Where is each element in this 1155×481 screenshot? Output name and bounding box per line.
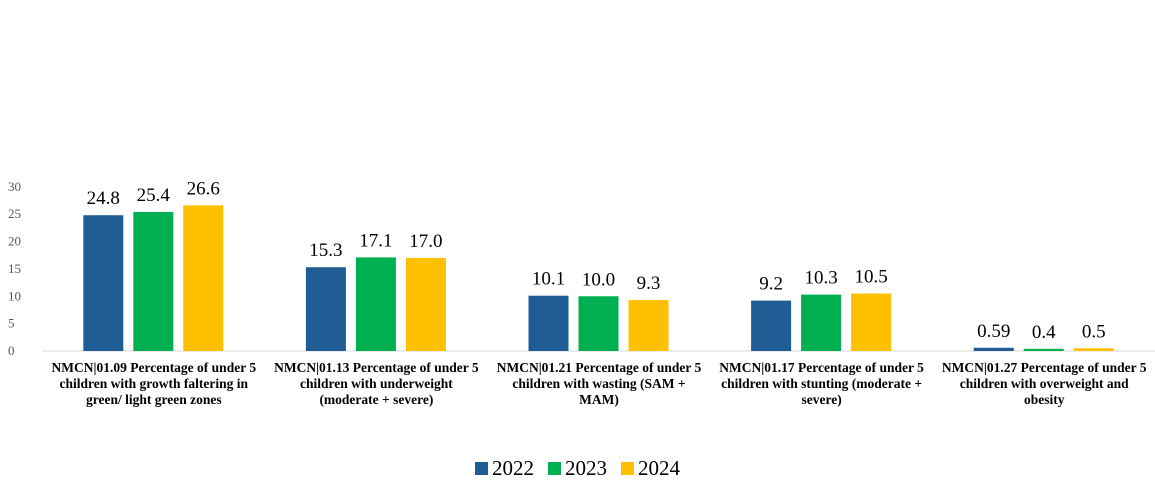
data-label-2024-cat-3: 9.3 (637, 273, 661, 294)
bar-2023-cat-2 (355, 257, 396, 351)
data-label-2023-cat-3: 10.0 (582, 269, 615, 290)
legend-label-2023: 2023 (565, 456, 607, 480)
y-tick-label: 0 (8, 343, 15, 358)
y-tick-label: 10 (8, 288, 21, 303)
category-label-2: NMCN|01.13 Percentage of under 5 childre… (274, 360, 479, 407)
data-label-2024-cat-5: 0.5 (1082, 321, 1106, 342)
bar-2022-cat-2 (305, 267, 346, 351)
y-axis-ticks: 0 5 10 15 20 25 30 (8, 179, 21, 358)
bar-2024-cat-2 (405, 257, 446, 351)
data-label-2022-cat-4: 9.2 (759, 274, 783, 295)
data-label-2023-cat-4: 10.3 (804, 268, 837, 289)
bar-2024-cat-1 (183, 205, 224, 351)
y-tick-label: 30 (8, 179, 21, 194)
bar-2022-cat-3 (528, 295, 569, 351)
data-label-2022-cat-1: 24.8 (87, 188, 120, 209)
category-label-4: NMCN|01.17 Percentage of under 5 childre… (719, 360, 924, 407)
data-label-2023-cat-1: 25.4 (137, 185, 171, 206)
legend-item-2023: 2023 (548, 456, 607, 481)
bar-2024-cat-5 (1073, 348, 1114, 351)
category-label-1: NMCN|01.09 Percentage of under 5 childre… (51, 360, 257, 407)
y-tick-label: 5 (8, 316, 15, 331)
legend-item-2022: 2022 (475, 456, 534, 481)
y-tick-label: 25 (8, 206, 21, 221)
data-label-2024-cat-4: 10.5 (854, 267, 887, 288)
data-label-2022-cat-2: 15.3 (309, 240, 342, 261)
legend: 2022 2023 2024 (0, 456, 1155, 481)
bar-2022-cat-1 (83, 215, 124, 351)
bar-2023-cat-3 (578, 296, 619, 351)
legend-swatch-2022 (475, 462, 488, 475)
bar-series (83, 205, 1114, 351)
bar-2022-cat-5 (973, 347, 1014, 351)
legend-label-2024: 2024 (638, 456, 680, 480)
legend-label-2022: 2022 (492, 456, 534, 480)
category-label-5: NMCN|01.27 Percentage of under 5 childre… (941, 360, 1147, 407)
category-label-3: NMCN|01.21 Percentage of under 5 childre… (496, 360, 702, 407)
data-label-2024-cat-2: 17.0 (409, 231, 442, 252)
data-label-2023-cat-5: 0.4 (1032, 322, 1056, 343)
y-tick-label: 15 (8, 261, 21, 276)
bar-2023-cat-5 (1023, 348, 1064, 351)
data-label-2022-cat-3: 10.1 (532, 269, 565, 290)
data-label-2023-cat-2: 17.1 (359, 230, 392, 251)
bar-2024-cat-4 (851, 293, 892, 351)
bar-2023-cat-4 (801, 294, 842, 351)
data-labels: 24.8 25.4 26.6 15.3 17.1 17.0 10.1 10.0 9.3 9.2 10… (87, 178, 1106, 342)
legend-item-2024: 2024 (621, 456, 680, 481)
bar-2024-cat-3 (628, 300, 669, 351)
bar-2022-cat-4 (751, 300, 792, 351)
bar-2023-cat-1 (133, 211, 174, 351)
legend-swatch-2024 (621, 462, 634, 475)
y-tick-label: 20 (8, 234, 21, 249)
data-label-2024-cat-1: 26.6 (187, 178, 220, 199)
legend-swatch-2023 (548, 462, 561, 475)
data-label-2022-cat-5: 0.59 (977, 321, 1010, 342)
